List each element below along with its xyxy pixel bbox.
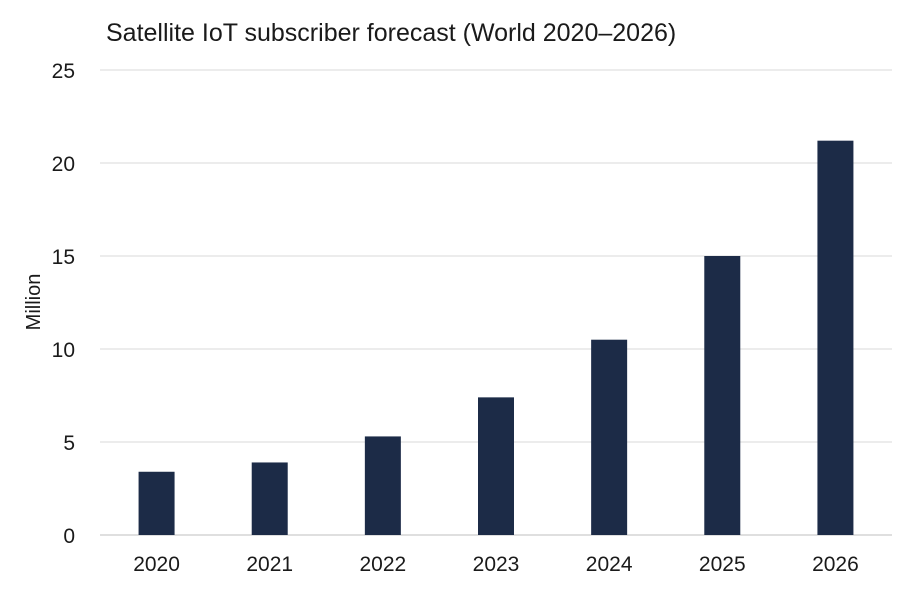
x-tick-label: 2023 — [473, 553, 520, 576]
x-tick-label: 2022 — [359, 553, 406, 576]
bar-2025 — [704, 256, 741, 535]
bar-2020 — [138, 471, 175, 535]
y-tick-label: 10 — [52, 339, 75, 362]
bar-2023 — [478, 397, 514, 535]
gridlines — [100, 69, 892, 536]
y-tick-label: 0 — [63, 525, 75, 548]
x-tick-label: 2026 — [812, 553, 859, 576]
y-axis-ticks: 0 5 10 15 20 25 — [52, 60, 75, 548]
x-tick-label: 2024 — [586, 553, 633, 576]
y-axis-title: Million — [23, 274, 45, 331]
x-axis-ticks: 2020 2021 2022 2023 2024 2025 2026 — [133, 553, 859, 576]
x-tick-label: 2025 — [699, 553, 746, 576]
chart-title: Satellite IoT subscriber forecast (World… — [106, 19, 676, 47]
x-tick-label: 2020 — [133, 553, 180, 576]
y-tick-label: 20 — [52, 153, 75, 176]
bar-2021 — [251, 462, 288, 535]
x-tick-label: 2021 — [246, 553, 293, 576]
y-tick-label: 15 — [52, 246, 75, 269]
bar-2022 — [364, 436, 401, 535]
y-tick-label: 25 — [52, 60, 75, 83]
y-tick-label: 5 — [63, 432, 75, 455]
bar-2026 — [817, 140, 854, 535]
bar-2024 — [591, 339, 628, 535]
bars — [138, 140, 854, 535]
